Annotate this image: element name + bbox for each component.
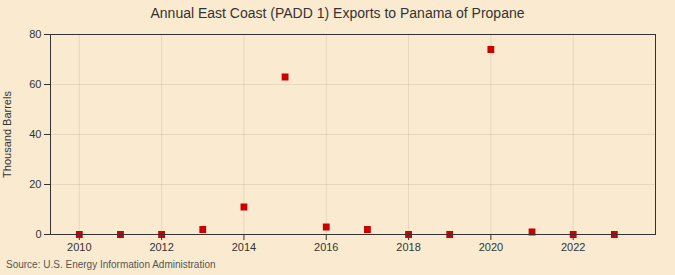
svg-text:Thousand Barrels: Thousand Barrels [1,91,13,178]
svg-text:0: 0 [35,228,41,240]
svg-text:80: 80 [29,28,41,40]
svg-text:40: 40 [29,128,41,140]
svg-text:2018: 2018 [396,241,420,253]
svg-text:2022: 2022 [561,241,585,253]
svg-text:2012: 2012 [149,241,173,253]
svg-text:2014: 2014 [232,241,256,253]
svg-text:2010: 2010 [67,241,91,253]
svg-text:2016: 2016 [314,241,338,253]
html-text:Source: U.S. Energy Informatio: Source: U.S. Energy Information Administ… [6,259,216,270]
html-text:Annual East Coast (PADD 1) Exp: Annual East Coast (PADD 1) Exports to Pa… [150,5,525,21]
svg-text:60: 60 [29,78,41,90]
svg-text:20: 20 [29,178,41,190]
svg-text:2020: 2020 [479,241,503,253]
